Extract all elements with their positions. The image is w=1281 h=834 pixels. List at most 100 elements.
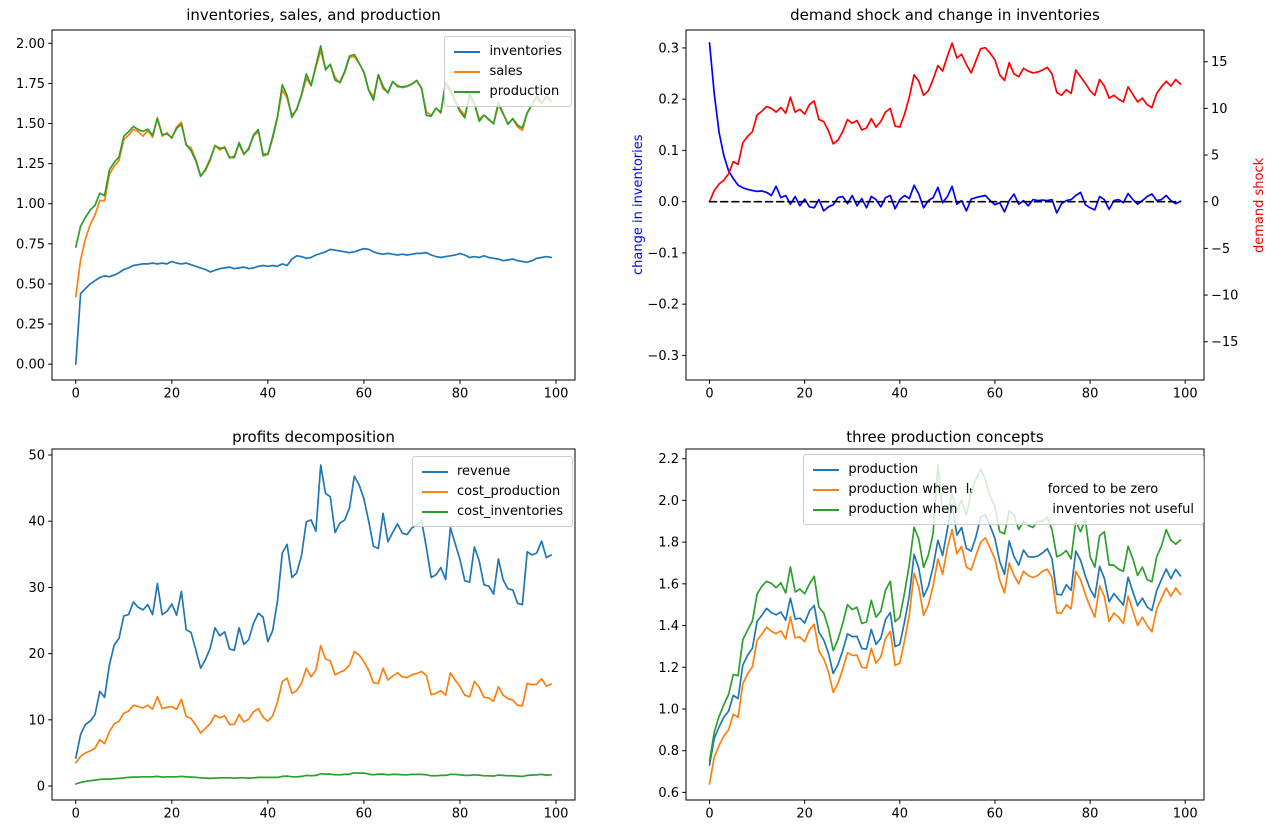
tick-label: 2.0 bbox=[658, 494, 679, 509]
series-line-production-when-i-t-forced-to-be-zero bbox=[708, 528, 1182, 785]
legend-item: production bbox=[813, 461, 1194, 478]
legend-label: production when inventories not useful bbox=[848, 502, 1194, 517]
tick-label: 100 bbox=[1173, 387, 1198, 402]
legend-label: sales bbox=[489, 64, 523, 79]
legend: inventories sales production bbox=[444, 36, 572, 107]
chart-title: demand shock and change in inventories bbox=[790, 6, 1100, 24]
axes-spines bbox=[51, 29, 576, 381]
series-line-inventories bbox=[74, 247, 553, 365]
plot-svg: 0 20 40 60 80 100−0.3−0.2−0.10.00.10.20.3−15−… bbox=[647, 29, 1238, 402]
tick-label: 60 bbox=[356, 387, 373, 402]
tick-label: 1.8 bbox=[658, 536, 679, 551]
tick-label: 0.75 bbox=[16, 237, 45, 252]
tick-label: 40 bbox=[892, 387, 909, 402]
legend: revenue cost_production cost_inventories bbox=[411, 456, 573, 527]
tick-label: 40 bbox=[260, 387, 277, 402]
legend-line-swatch bbox=[813, 468, 840, 471]
tick-label: 1.0 bbox=[658, 702, 679, 717]
legend-line-swatch bbox=[421, 470, 448, 473]
tick-label: 1.75 bbox=[16, 77, 45, 92]
tick-label: 15 bbox=[1211, 55, 1228, 70]
tick-label: 10 bbox=[1211, 102, 1228, 117]
chart-three-production-concepts: 0 20 40 60 80 100 0.6 0.8 1.0 1.2 1.4 1.6 1.8 2.0 2.2 … bbox=[640, 417, 1281, 834]
tick-label: 80 bbox=[1082, 387, 1099, 402]
tick-label: 0 bbox=[705, 807, 713, 822]
legend-label: production when Iₜ forced to be zero bbox=[848, 482, 1159, 497]
tick-label: 0.25 bbox=[16, 318, 45, 333]
axes-spines bbox=[51, 448, 576, 801]
tick-label: 0 bbox=[72, 807, 80, 822]
tick-label: −0.2 bbox=[647, 298, 679, 313]
legend-label: production bbox=[848, 462, 919, 477]
plot-area: 0 20 40 60 80 100 0 10 20 30 40 50 bbox=[0, 417, 640, 834]
chart-demand-shock-and-change-in-inventories: 0 20 40 60 80 100 −0.3 −0.2 −0.1 0.0 0.1 0.2 0.3 −15−… bbox=[631, 0, 1281, 417]
tick-label: 0.3 bbox=[658, 41, 679, 56]
series-line-revenue bbox=[74, 464, 553, 760]
tick-label: 1.6 bbox=[658, 577, 679, 592]
chart-title: inventories, sales, and production bbox=[186, 6, 441, 24]
tick-label: 2.2 bbox=[658, 452, 679, 467]
legend-label: revenue bbox=[456, 464, 511, 479]
series-line-change-in-inventories bbox=[708, 41, 1182, 214]
tick-label: −0.3 bbox=[647, 349, 679, 364]
legend: production production when Iₜ forced to … bbox=[803, 454, 1204, 525]
tick-label: 1.00 bbox=[16, 197, 45, 212]
y-axis-label-right: demand shock bbox=[1252, 157, 1267, 253]
tick-label: 100 bbox=[544, 387, 569, 402]
chart-title: three production concepts bbox=[846, 428, 1044, 446]
tick-label: 60 bbox=[356, 807, 373, 822]
tick-label: 30 bbox=[28, 581, 45, 596]
legend-item: cost_inventories bbox=[421, 503, 563, 520]
tick-label: 20 bbox=[796, 387, 813, 402]
legend-label: inventories bbox=[489, 44, 562, 59]
legend-label: production bbox=[489, 84, 560, 99]
tick-label: 0.6 bbox=[658, 786, 679, 801]
legend-item: production when inventories not useful bbox=[813, 501, 1194, 518]
tick-label: 80 bbox=[452, 807, 469, 822]
legend-item: production when Iₜ forced to be zero bbox=[813, 481, 1194, 498]
tick-label: 20 bbox=[28, 647, 45, 662]
legend-item: production bbox=[454, 83, 562, 100]
plot-area: 0 20 40 60 80 100 0.00 0.25 0.50 0.75 1.00 1.25 1.50… bbox=[0, 0, 640, 417]
plot-area: 0 20 40 60 80 100 0.6 0.8 1.0 1.2 1.4 1.6 1.8 2.0 2.2 bbox=[640, 417, 1281, 834]
tick-label: 60 bbox=[987, 807, 1004, 822]
tick-label: 5 bbox=[1211, 149, 1219, 164]
tick-label: 1.25 bbox=[16, 157, 45, 172]
legend-item: cost_production bbox=[421, 483, 563, 500]
y-axis-label-left: change in inventories bbox=[631, 134, 646, 276]
legend-item: sales bbox=[454, 63, 562, 80]
legend-item: revenue bbox=[421, 463, 563, 480]
tick-label: 0.2 bbox=[658, 93, 679, 108]
tick-label: 0 bbox=[705, 387, 713, 402]
tick-label: 0.50 bbox=[16, 277, 45, 292]
tick-label: 10 bbox=[28, 713, 45, 728]
tick-label: 100 bbox=[1173, 807, 1198, 822]
tick-label: 80 bbox=[452, 387, 469, 402]
tick-label: 0.8 bbox=[658, 744, 679, 759]
chart-inventories-sales-production: 0 20 40 60 80 100 0.00 0.25 0.50 0.75 1.00 1.25 1.50… bbox=[0, 0, 640, 417]
series-line-demand-shock bbox=[708, 42, 1182, 203]
series-line-cost-production bbox=[74, 644, 553, 764]
tick-label: −0.1 bbox=[647, 246, 679, 261]
plot-svg: 0 20 40 60 80 100 0.00 0.25 0.50 0.75 1.00 1.25 1.50… bbox=[16, 29, 576, 402]
tick-label: 0.1 bbox=[658, 144, 679, 159]
legend-line-swatch bbox=[454, 50, 481, 53]
legend-label: cost_inventories bbox=[456, 504, 563, 519]
chart-title: profits decomposition bbox=[232, 428, 395, 446]
series-line-cost-inventories bbox=[74, 771, 553, 785]
tick-label: 0.0 bbox=[658, 195, 679, 210]
tick-label: 20 bbox=[164, 387, 181, 402]
plot-svg: 0 20 40 60 80 100 0 10 20 30 40 50 bbox=[28, 448, 576, 822]
axes-spines bbox=[685, 448, 1205, 801]
tick-label: 1.50 bbox=[16, 117, 45, 132]
axes-spines bbox=[685, 29, 1205, 381]
plot-svg: 0 20 40 60 80 100 0.6 0.8 1.0 1.2 1.4 1.6 1.8 2.0 2.2 bbox=[658, 448, 1205, 822]
tick-label: 1.4 bbox=[658, 619, 679, 634]
legend-line-swatch bbox=[813, 488, 840, 491]
tick-label: 0 bbox=[1211, 195, 1219, 210]
tick-label: 20 bbox=[164, 807, 181, 822]
legend-line-swatch bbox=[454, 70, 481, 73]
plot-area: 0 20 40 60 80 100 −0.3 −0.2 −0.1 0.0 0.1 0.2 0.3 −15−… bbox=[640, 0, 1281, 417]
tick-label: 20 bbox=[796, 807, 813, 822]
